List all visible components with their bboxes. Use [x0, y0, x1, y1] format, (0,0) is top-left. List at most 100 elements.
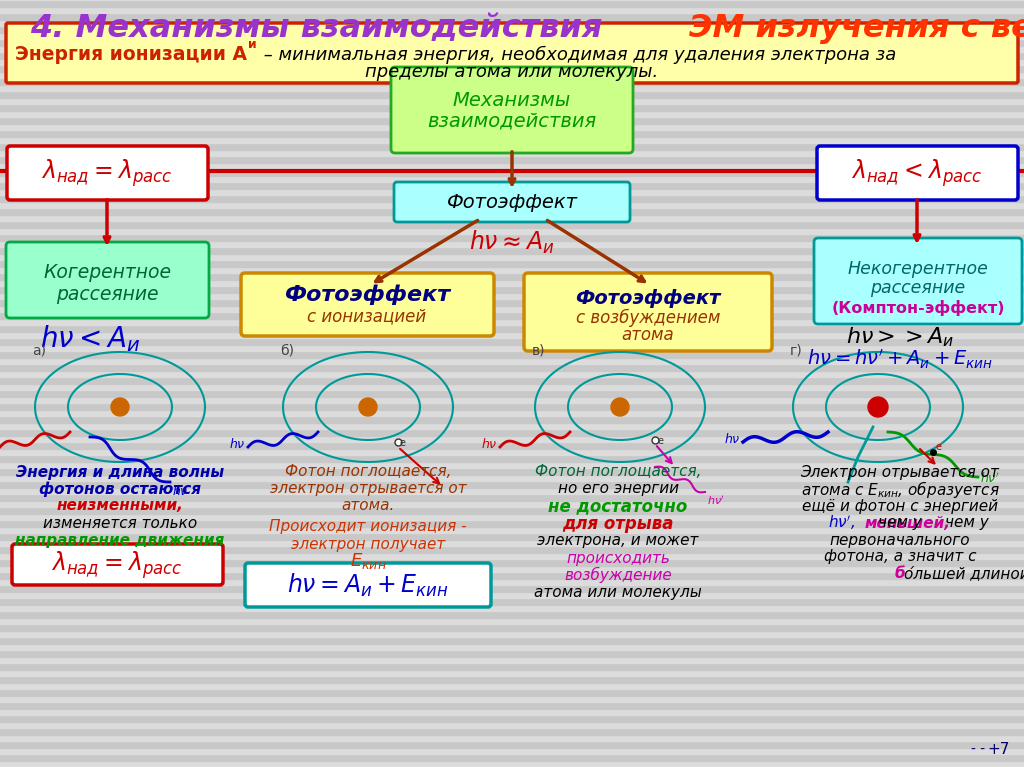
Bar — [0, 761, 1024, 767]
Text: е: е — [400, 438, 406, 448]
Bar — [0, 169, 1024, 176]
Bar — [0, 279, 1024, 286]
Bar — [0, 488, 1024, 494]
Text: атома или молекулы: атома или молекулы — [535, 584, 701, 600]
Text: изменяется только: изменяется только — [43, 515, 198, 531]
Bar — [0, 410, 1024, 416]
Bar — [0, 228, 1024, 234]
Bar — [0, 468, 1024, 475]
Bar — [0, 19, 1024, 26]
Text: $E_{\mathit{кин}}$: $E_{\mathit{кин}}$ — [349, 551, 386, 571]
Bar — [0, 397, 1024, 403]
Circle shape — [611, 398, 629, 416]
Bar — [0, 331, 1024, 338]
Bar — [0, 182, 1024, 189]
FancyBboxPatch shape — [394, 182, 630, 222]
Bar — [0, 663, 1024, 670]
Bar — [0, 565, 1024, 572]
Bar — [0, 195, 1024, 202]
Bar — [0, 377, 1024, 384]
Bar — [0, 221, 1024, 228]
Bar — [0, 110, 1024, 117]
Text: е: е — [657, 436, 663, 446]
Bar — [0, 676, 1024, 683]
Bar — [0, 26, 1024, 32]
Bar — [0, 416, 1024, 423]
Text: Энергия ионизации А: Энергия ионизации А — [15, 45, 247, 64]
Text: неизменными,: неизменными, — [56, 499, 183, 513]
Bar — [0, 462, 1024, 468]
Bar — [0, 604, 1024, 611]
Text: в): в) — [532, 343, 546, 357]
Bar — [0, 254, 1024, 260]
Text: - -: - - — [971, 742, 985, 756]
Text: а): а) — [32, 343, 46, 357]
Text: $h\nu$: $h\nu$ — [172, 484, 188, 498]
Bar — [0, 312, 1024, 318]
Bar — [0, 58, 1024, 65]
Bar — [0, 507, 1024, 513]
FancyBboxPatch shape — [814, 238, 1022, 324]
Text: 4. Механизмы взаимодействия: 4. Механизмы взаимодействия — [30, 14, 613, 44]
Text: $h\nu$: $h\nu$ — [724, 432, 741, 446]
Bar — [0, 533, 1024, 539]
Bar — [0, 644, 1024, 650]
Text: но его энергии: но его энергии — [557, 482, 679, 496]
Text: (Комптон-эффект): (Комптон-эффект) — [831, 300, 1005, 316]
Bar — [0, 481, 1024, 488]
Bar — [0, 572, 1024, 578]
Bar — [0, 351, 1024, 357]
Text: $h\nu$: $h\nu$ — [481, 437, 498, 451]
Bar — [0, 526, 1024, 533]
Bar — [0, 423, 1024, 429]
Bar — [0, 578, 1024, 585]
Text: фотонов остаются: фотонов остаются — [39, 481, 201, 497]
Circle shape — [868, 397, 888, 417]
Bar — [0, 611, 1024, 617]
Bar — [0, 559, 1024, 565]
Bar — [0, 728, 1024, 735]
Bar — [0, 436, 1024, 442]
Bar — [0, 494, 1024, 501]
Bar — [0, 130, 1024, 137]
Text: Происходит ионизация -: Происходит ионизация - — [269, 518, 467, 534]
Bar — [0, 143, 1024, 150]
Text: возбуждение: возбуждение — [564, 567, 672, 583]
Bar — [0, 208, 1024, 215]
Text: $h\nu \approx A_{\mathit{и}}$: $h\nu \approx A_{\mathit{и}}$ — [469, 229, 555, 255]
Circle shape — [111, 398, 129, 416]
Bar — [0, 748, 1024, 754]
Bar — [0, 150, 1024, 156]
Text: электрон отрывается от: электрон отрывается от — [269, 482, 466, 496]
Bar — [0, 273, 1024, 279]
Bar — [0, 13, 1024, 19]
Bar — [0, 539, 1024, 546]
Bar — [0, 683, 1024, 689]
Text: и: и — [248, 38, 257, 51]
Bar — [0, 403, 1024, 410]
Text: фотона, а значит с: фотона, а значит с — [823, 549, 976, 565]
Bar — [0, 215, 1024, 221]
Bar — [0, 650, 1024, 657]
Bar — [0, 104, 1024, 110]
Bar — [0, 370, 1024, 377]
Bar — [0, 156, 1024, 163]
Bar — [0, 117, 1024, 123]
Text: меньшей,: меньшей, — [865, 515, 951, 531]
FancyBboxPatch shape — [817, 146, 1018, 200]
Bar — [0, 449, 1024, 455]
Bar — [0, 325, 1024, 331]
Bar — [0, 585, 1024, 591]
Bar — [0, 475, 1024, 481]
Bar — [0, 78, 1024, 84]
FancyBboxPatch shape — [7, 146, 208, 200]
Bar — [0, 520, 1024, 526]
Bar — [0, 234, 1024, 241]
Bar — [0, 123, 1024, 130]
Text: рассеяние: рассеяние — [55, 285, 159, 304]
Text: г): г) — [790, 343, 803, 357]
Bar — [0, 91, 1024, 97]
Text: б: б — [895, 567, 905, 581]
Text: $h\nu = A_{\mathit{и}} + E_{\mathit{кин}}$: $h\nu = A_{\mathit{и}} + E_{\mathit{кин}… — [287, 571, 449, 598]
Text: $\lambda_{\mathit{над}}=\lambda_{\mathit{расс}}$: $\lambda_{\mathit{над}}=\lambda_{\mathit… — [41, 157, 173, 189]
